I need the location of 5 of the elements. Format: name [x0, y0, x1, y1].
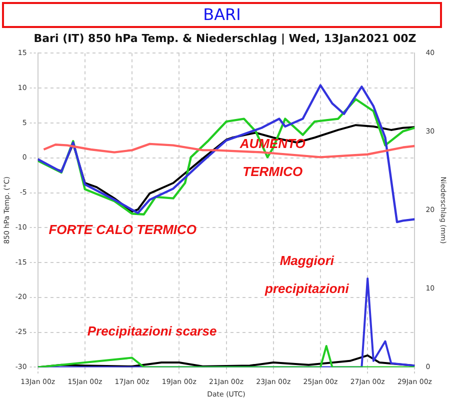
annotation: Precipitazioni scarse — [87, 323, 217, 338]
annotation: Maggiori precipitazioni — [264, 252, 350, 296]
chart-title: BARI — [2, 2, 442, 28]
annotation: FORTE CALO TERMICO — [48, 222, 197, 237]
chart-subtitle: Bari (IT) 850 hPa Temp. & Niederschlag | Wed, 13Jan2021 00Z — [32, 32, 418, 45]
